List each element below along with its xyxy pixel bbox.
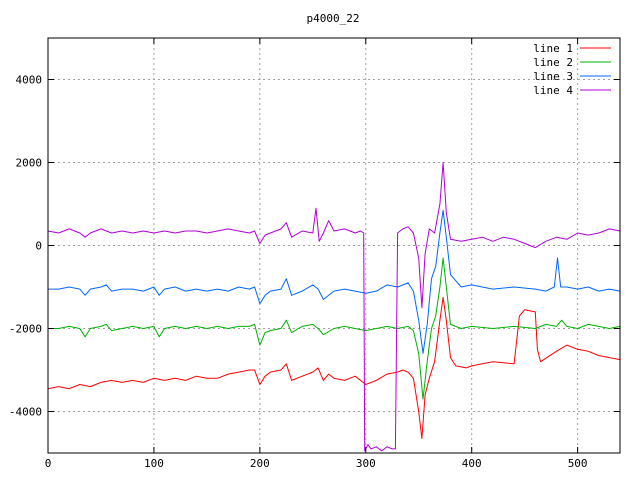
x-tick-label: 400 bbox=[462, 457, 482, 470]
legend-label-4: line 4 bbox=[533, 84, 573, 97]
x-tick-label: 500 bbox=[568, 457, 588, 470]
axis-ticks: 0 100 200 300 400 500 -4000 -2000 0 2000 4000 bbox=[9, 38, 620, 470]
y-tick-label: -4000 bbox=[9, 406, 42, 419]
x-tick-label: 300 bbox=[356, 457, 376, 470]
series-line-2 bbox=[48, 257, 621, 400]
x-tick-label: 100 bbox=[144, 457, 164, 470]
series-line-1 bbox=[47, 296, 621, 439]
legend-label-2: line 2 bbox=[533, 56, 573, 69]
y-tick-label: 2000 bbox=[16, 157, 43, 170]
y-tick-label: 4000 bbox=[16, 74, 43, 87]
grid bbox=[48, 38, 620, 453]
y-tick-label: 0 bbox=[35, 240, 42, 253]
series-line-3 bbox=[48, 209, 621, 354]
x-tick-label: 200 bbox=[250, 457, 270, 470]
chart-title: p4000_22 bbox=[307, 12, 360, 25]
legend-label-1: line 1 bbox=[533, 42, 573, 55]
series-line-4 bbox=[47, 162, 621, 452]
y-tick-label: -2000 bbox=[9, 323, 42, 336]
legend-label-3: line 3 bbox=[533, 70, 573, 83]
series-layer bbox=[47, 162, 621, 452]
x-tick-label: 0 bbox=[45, 457, 52, 470]
